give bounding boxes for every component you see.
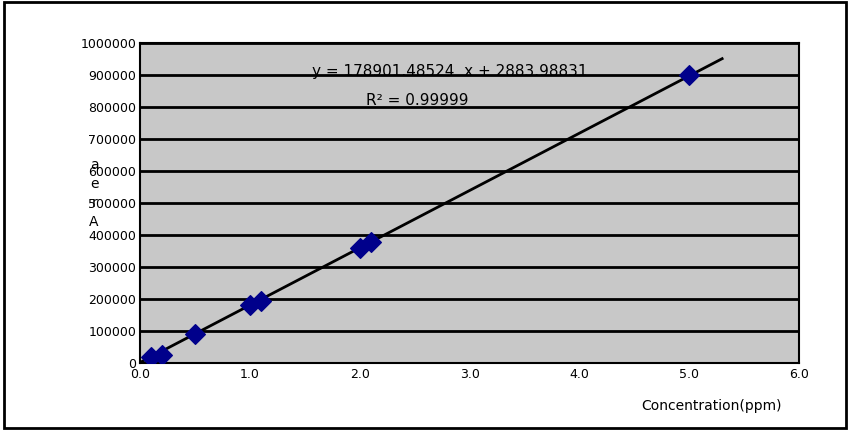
Point — [243, 302, 257, 309]
Point — [683, 71, 696, 78]
Text: y = 178901.48524  x + 2883.98831: y = 178901.48524 x + 2883.98831 — [312, 64, 587, 79]
Text: Concentration(ppm): Concentration(ppm) — [642, 399, 782, 413]
Text: R² = 0.99999: R² = 0.99999 — [366, 93, 468, 108]
Text: a: a — [90, 158, 99, 172]
Text: r: r — [91, 196, 97, 210]
Point — [189, 330, 202, 337]
Point — [254, 297, 268, 304]
Text: e: e — [90, 177, 99, 191]
Point — [144, 353, 158, 360]
Text: A: A — [89, 215, 99, 229]
Point — [156, 352, 169, 359]
Point — [353, 244, 366, 251]
Point — [364, 239, 377, 246]
